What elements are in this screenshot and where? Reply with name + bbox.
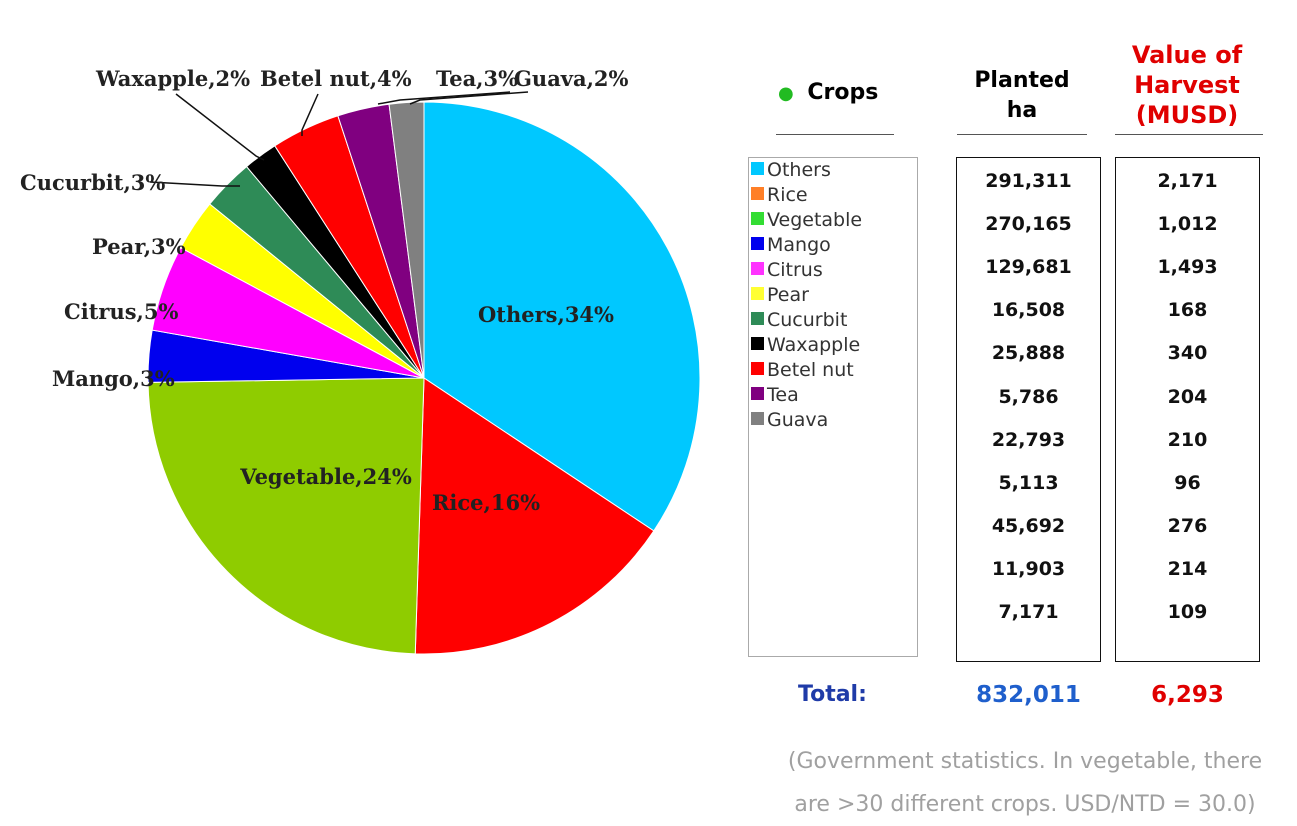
total-value: 6,293 bbox=[1151, 682, 1224, 708]
legend-label: Betel nut bbox=[767, 359, 854, 381]
crops-header: ● Crops bbox=[778, 80, 879, 105]
legend-swatch bbox=[751, 287, 764, 300]
legend-item-citrus: Citrus bbox=[751, 258, 823, 282]
legend-swatch bbox=[751, 162, 764, 175]
slice-label-tea: Tea,3% bbox=[436, 66, 518, 91]
pie-chart: Others,34% Rice,16% Vegetable,24% Mango,3% C… bbox=[20, 66, 701, 655]
legend-item-guava: Guava bbox=[751, 408, 828, 432]
legend-item-vegetable: Vegetable bbox=[751, 208, 862, 232]
legend-item-rice: Rice bbox=[751, 183, 808, 207]
legend-item-betel-nut: Betel nut bbox=[751, 358, 854, 382]
value-cell: 168 bbox=[1167, 299, 1208, 322]
slice-label-citrus: Citrus,5% bbox=[64, 299, 178, 324]
slice-label-guava: Guava,2% bbox=[514, 66, 629, 91]
legend-swatch bbox=[751, 212, 764, 225]
legend-item-waxapple: Waxapple bbox=[751, 333, 860, 357]
legend-swatch bbox=[751, 337, 764, 350]
value-cell: 204 bbox=[1167, 385, 1208, 408]
planted-cell: 270,165 bbox=[985, 213, 1072, 236]
legend-item-mango: Mango bbox=[751, 233, 831, 257]
slice-label-cucurbit: Cucurbit,3% bbox=[20, 170, 165, 195]
legend-swatch bbox=[751, 187, 764, 200]
legend-item-cucurbit: Cucurbit bbox=[751, 308, 847, 332]
slice-label-pear: Pear,3% bbox=[92, 234, 186, 259]
value-cell: 210 bbox=[1167, 428, 1208, 451]
value-cell: 109 bbox=[1167, 601, 1208, 623]
slice-label-mango: Mango,3% bbox=[52, 366, 175, 391]
leader-line-guava bbox=[409, 91, 529, 105]
footnote-line-1: (Government statistics. In vegetable, th… bbox=[787, 749, 1263, 774]
legend-label: Cucurbit bbox=[767, 309, 848, 331]
legend: Others Rice Vegetable Mango Citrus Pear Cucurb… bbox=[748, 157, 918, 657]
legend-label: Guava bbox=[767, 409, 829, 431]
value-cell: 214 bbox=[1167, 557, 1208, 580]
slice-label-rice: Rice,16% bbox=[432, 490, 540, 515]
planted-header: Planted ha bbox=[974, 68, 1070, 123]
legend-swatch bbox=[751, 262, 764, 275]
planted-cell: 5,786 bbox=[998, 385, 1059, 408]
value-cell: 1,493 bbox=[1157, 256, 1218, 279]
slice-label-others: Others,34% bbox=[478, 302, 614, 327]
pie-slice-vegetable bbox=[147, 377, 425, 655]
total-label: Total: bbox=[798, 682, 867, 707]
value-header-rule bbox=[1115, 134, 1263, 135]
planted-column: 291,311 270,165 129,681 16,508 25,888 5,786 22… bbox=[956, 157, 1101, 662]
value-cell: 2,171 bbox=[1157, 170, 1218, 192]
planted-cell: 5,113 bbox=[998, 471, 1059, 494]
value-cell: 1,012 bbox=[1157, 213, 1218, 236]
planted-cell: 22,793 bbox=[991, 428, 1066, 451]
planted-cell: 11,903 bbox=[991, 557, 1066, 580]
value-cell: 276 bbox=[1167, 514, 1208, 537]
planted-cell: 45,692 bbox=[991, 514, 1066, 537]
legend-label: Pear bbox=[767, 284, 809, 306]
legend-label: Rice bbox=[767, 184, 808, 206]
legend-label: Waxapple bbox=[767, 334, 861, 356]
slice-label-waxapple: Waxapple,2% bbox=[95, 66, 250, 91]
leader-line-cucurbit bbox=[149, 181, 240, 187]
planted-cell: 25,888 bbox=[991, 342, 1066, 365]
pie-slice-rice bbox=[414, 377, 655, 655]
leader-line-betel-nut bbox=[301, 93, 319, 136]
value-header: Value of Harvest (MUSD) bbox=[1131, 41, 1243, 129]
value-cell: 340 bbox=[1167, 342, 1208, 365]
legend-swatch bbox=[751, 312, 764, 325]
legend-label: Others bbox=[767, 159, 831, 181]
legend-item-pear: Pear bbox=[751, 283, 809, 307]
planted-cell: 291,311 bbox=[985, 170, 1072, 192]
legend-label: Citrus bbox=[767, 259, 823, 281]
planted-cell: 16,508 bbox=[991, 299, 1066, 322]
footnote-line-2: are >30 different crops. USD/NTD = 30.0) bbox=[794, 792, 1256, 817]
legend-label: Mango bbox=[767, 234, 831, 256]
total-planted: 832,011 bbox=[976, 682, 1081, 708]
value-cell: 96 bbox=[1174, 471, 1201, 494]
crops-header-rule bbox=[776, 134, 894, 135]
legend-swatch bbox=[751, 237, 764, 250]
slice-label-vegetable: Vegetable,24% bbox=[239, 464, 412, 489]
value-column: 2,171 1,012 1,493 168 340 204 210 96 276 214 109 bbox=[1115, 157, 1260, 662]
legend-swatch bbox=[751, 412, 764, 425]
leader-line-waxapple bbox=[175, 93, 265, 161]
slice-label-betel-nut: Betel nut,4% bbox=[260, 66, 412, 91]
legend-label: Tea bbox=[767, 384, 799, 406]
legend-item-tea: Tea bbox=[751, 383, 799, 407]
legend-label: Vegetable bbox=[767, 209, 863, 231]
planted-header-rule bbox=[957, 134, 1087, 135]
pie-slice-guava bbox=[388, 101, 425, 379]
bullet-icon: ● bbox=[778, 83, 794, 104]
leader-line-tea bbox=[377, 91, 511, 105]
legend-swatch bbox=[751, 362, 764, 375]
legend-swatch bbox=[751, 387, 764, 400]
planted-cell: 129,681 bbox=[985, 256, 1072, 279]
planted-cell: 7,171 bbox=[998, 601, 1059, 623]
legend-item-others: Others bbox=[751, 158, 831, 182]
